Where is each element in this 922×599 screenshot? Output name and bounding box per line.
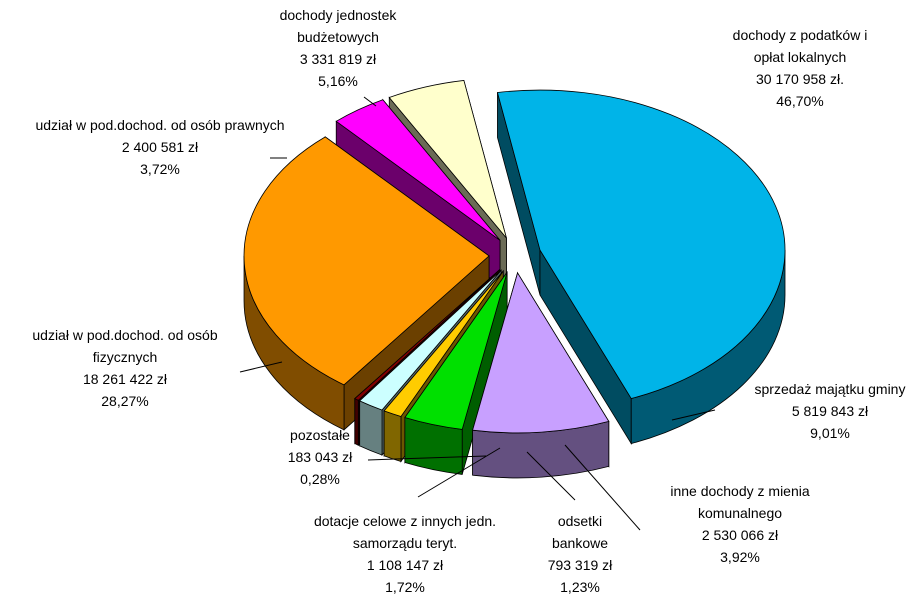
value-label: 793 319 zł <box>547 557 613 573</box>
value-label: 3 331 819 zł <box>299 51 377 67</box>
slice-label: odsetki bankowe 793 319 zł 1,23% <box>535 510 625 598</box>
share-label: 0,28% <box>300 471 340 487</box>
value-label: 2 400 581 zł <box>121 139 199 155</box>
leader-line <box>239 361 283 373</box>
value-label: 2 530 066 zł <box>701 527 779 543</box>
slice <box>354 269 501 401</box>
slice <box>472 271 610 434</box>
slice-label: inne dochody z mienia komunalnego 2 530 0… <box>645 480 835 568</box>
share-label: 5,16% <box>318 73 358 89</box>
leader-line <box>363 96 377 107</box>
category-label: odsetki bankowe <box>551 513 609 551</box>
slice <box>388 80 507 239</box>
slice-label: udział w pod.dochod. od osób fizycznych 1… <box>0 324 250 412</box>
share-label: 1,72% <box>385 579 425 595</box>
slice-side <box>383 410 402 462</box>
slice-label: dochody jednostek budżetowych 3 331 819 z… <box>253 4 423 92</box>
share-label: 3,72% <box>140 161 180 177</box>
slice-label: dochody z podatków i opłat lokalnych 30 1… <box>725 24 875 112</box>
share-label: 9,01% <box>810 425 850 441</box>
share-label: 1,23% <box>560 579 600 595</box>
value-label: 1 108 147 zł <box>366 557 444 573</box>
category-label: dochody z podatków i opłat lokalnych <box>732 27 868 65</box>
category-label: dotacje celowe z innych jedn. samorządu … <box>313 513 497 551</box>
value-label: 5 819 843 zł <box>791 403 869 419</box>
slice <box>383 270 504 417</box>
leader-line <box>671 409 716 421</box>
slice-label: pozostałe 183 043 zł 0,28% <box>270 424 370 490</box>
slice <box>335 99 501 241</box>
leader-line <box>417 447 501 498</box>
value-label: 18 261 422 zł <box>82 371 168 387</box>
slice <box>404 271 508 430</box>
category-label: udział w pod.dochod. od osób prawnych <box>35 117 285 133</box>
share-label: 28,27% <box>101 393 149 409</box>
category-label: inne dochody z mienia komunalnego <box>670 483 810 521</box>
value-label: 30 170 958 zł. <box>756 71 844 87</box>
slice-label: dotacje celowe z innych jedn. samorządu … <box>295 510 515 598</box>
category-label: pozostałe <box>290 427 350 443</box>
category-label: sprzedaż majątku gminy <box>754 381 906 397</box>
slice-label: udział w pod.dochod. od osób prawnych 2 4… <box>30 114 290 180</box>
leader-line <box>526 451 576 501</box>
leader-line <box>564 444 641 531</box>
value-label: 183 043 zł <box>287 449 353 465</box>
slice <box>496 89 786 400</box>
slice <box>243 136 490 386</box>
slice-label: sprzedaż majątku gminy 5 819 843 zł 9,01% <box>730 378 922 444</box>
share-label: 46,70% <box>776 93 824 109</box>
share-label: 3,92% <box>720 549 760 565</box>
category-label: udział w pod.dochod. od osób fizycznych <box>32 327 218 365</box>
slice <box>358 269 502 411</box>
leader-line <box>367 455 487 461</box>
category-label: dochody jednostek budżetowych <box>279 7 397 45</box>
